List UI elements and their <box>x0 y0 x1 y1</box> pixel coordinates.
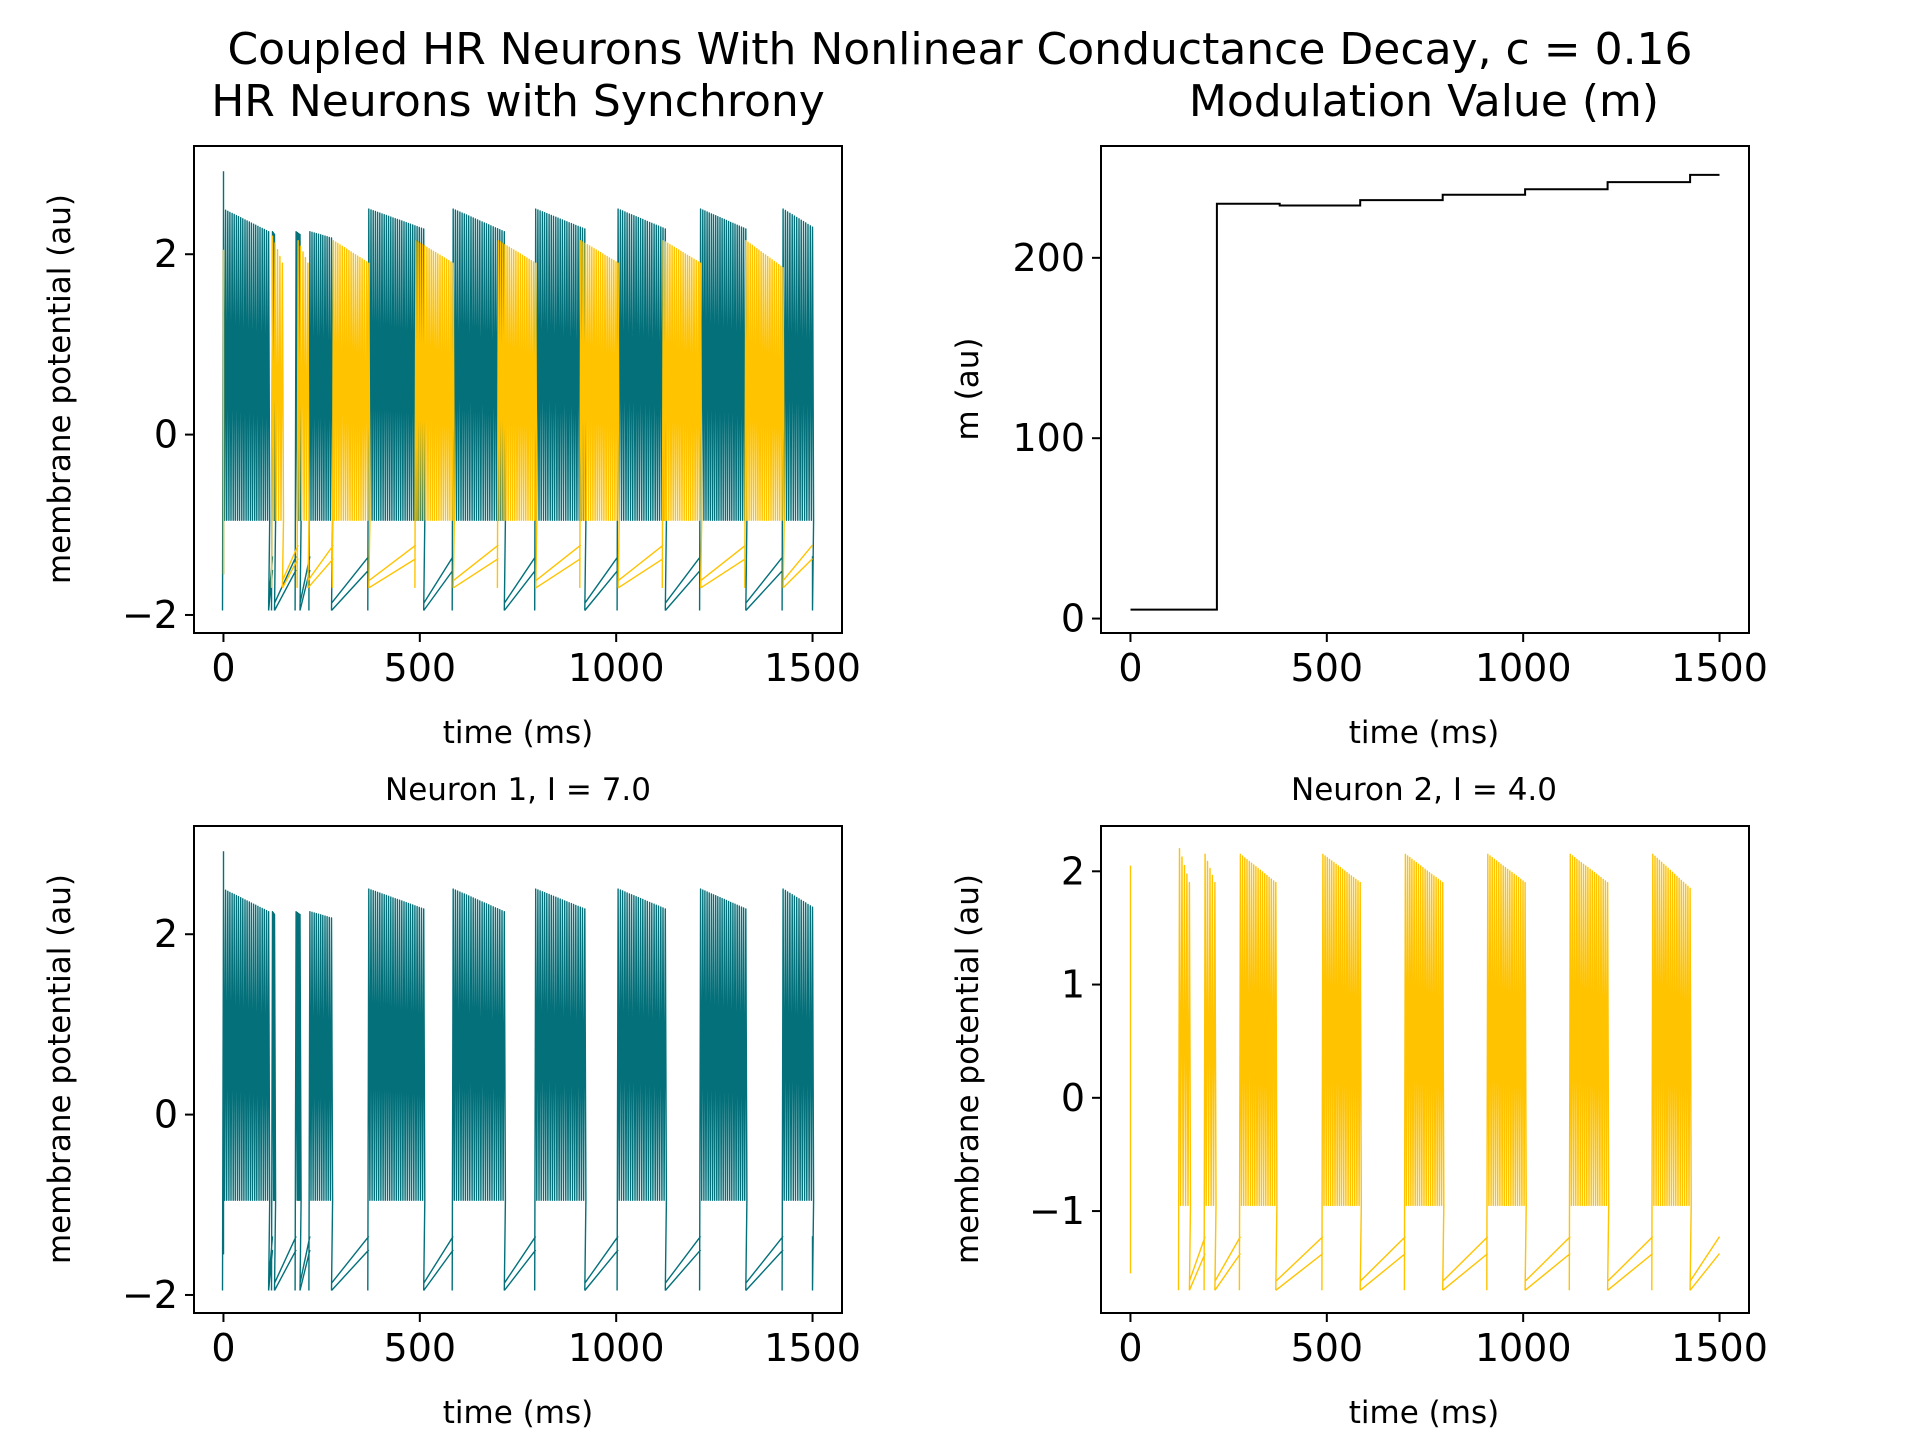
y-tick-label: 0 <box>154 1093 178 1137</box>
x-tick-label: 0 <box>211 646 235 690</box>
plot-area: 0 500 1000 1500 −2 0 2 <box>122 171 861 690</box>
x-tick-label: 0 <box>1118 1326 1142 1370</box>
x-tick-label: 1000 <box>568 646 665 690</box>
y-axis-label: membrane potential (au) <box>42 874 78 1264</box>
panel-title: Modulation Value (m) <box>1189 76 1659 127</box>
y-tick-label: 100 <box>1012 416 1085 460</box>
axes-frame <box>193 145 843 634</box>
plot-area: 0 500 1000 1500 0 100 200 <box>1012 173 1768 690</box>
suptitle: Coupled HR Neurons With Nonlinear Conduc… <box>227 24 1692 75</box>
x-tick-label: 1500 <box>764 1326 861 1370</box>
x-tick-label: 1500 <box>1671 1326 1768 1370</box>
x-tick-label: 1000 <box>1475 646 1572 690</box>
series-layer <box>221 171 815 611</box>
series-line-neuron2 <box>1129 848 1721 1291</box>
panel-title: Neuron 1, I = 7.0 <box>385 772 651 808</box>
x-tick-label: 500 <box>1291 646 1364 690</box>
x-axis-label: time (ms) <box>443 1395 593 1431</box>
y-tick-label: 0 <box>154 413 178 457</box>
series-layer <box>1129 848 1721 1291</box>
y-tick-label: −1 <box>1029 1189 1085 1233</box>
y-tick-label: 2 <box>154 912 178 956</box>
x-tick-label: 0 <box>211 1326 235 1370</box>
y-tick-label: 0 <box>1061 1076 1085 1120</box>
panel-title: HR Neurons with Synchrony <box>211 76 825 127</box>
x-tick-label: 500 <box>384 646 457 690</box>
y-tick-label: 0 <box>1061 597 1085 641</box>
series-line-neuron2 <box>222 235 814 589</box>
x-tick-label: 1000 <box>1475 1326 1572 1370</box>
y-axis-label: membrane potential (au) <box>950 874 986 1264</box>
x-tick-label: 1500 <box>1671 646 1768 690</box>
x-axis-label: time (ms) <box>443 715 593 751</box>
series-line-modulation <box>1130 173 1720 611</box>
x-tick-label: 0 <box>1118 646 1142 690</box>
x-tick-label: 1500 <box>764 646 861 690</box>
y-tick-label: −2 <box>122 593 178 637</box>
x-tick-label: 500 <box>1291 1326 1364 1370</box>
x-axis-label: time (ms) <box>1349 715 1499 751</box>
panel-neuron-2: Neuron 2, I = 4.0 0 500 1000 1500 −1 0 1 2 time… <box>950 772 1768 1431</box>
series-layer <box>221 851 815 1291</box>
series-layer <box>1130 173 1720 611</box>
y-tick-label: 2 <box>154 232 178 276</box>
plot-area: 0 500 1000 1500 −1 0 1 2 <box>1029 848 1768 1370</box>
y-axis-label: m (au) <box>950 338 986 441</box>
x-axis-label: time (ms) <box>1349 1395 1499 1431</box>
x-tick-label: 1000 <box>568 1326 665 1370</box>
panel-title: Neuron 2, I = 4.0 <box>1291 772 1557 808</box>
axes-frame <box>1100 145 1750 634</box>
panel-neuron-1: Neuron 1, I = 7.0 0 500 1000 1500 −2 0 2 time … <box>42 772 861 1431</box>
panel-modulation: Modulation Value (m) 0 500 1000 1500 0 100 200… <box>950 76 1768 751</box>
x-tick-label: 500 <box>384 1326 457 1370</box>
panel-sync: HR Neurons with Synchrony 0 500 1000 1500 −2… <box>42 76 861 751</box>
y-tick-label: 1 <box>1061 963 1085 1007</box>
y-tick-label: −2 <box>122 1273 178 1317</box>
series-line-neuron1 <box>221 851 815 1291</box>
plot-area: 0 500 1000 1500 −2 0 2 <box>122 851 861 1370</box>
y-tick-label: 200 <box>1012 236 1085 280</box>
y-tick-label: 2 <box>1061 849 1085 893</box>
axes-frame <box>1100 825 1750 1314</box>
axes-frame <box>193 825 843 1314</box>
y-axis-label: membrane potential (au) <box>42 194 78 584</box>
